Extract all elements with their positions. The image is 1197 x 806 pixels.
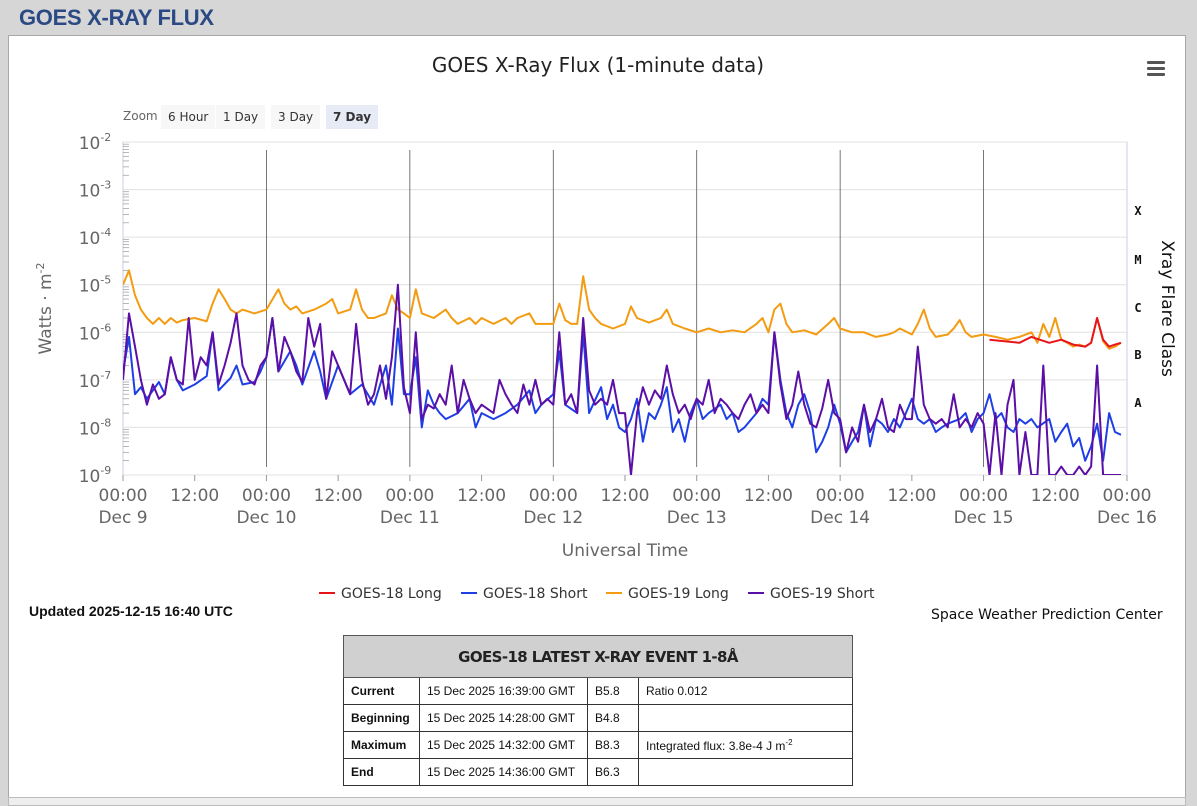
- right-axis-title: Xray Flare Class: [1157, 240, 1177, 377]
- row-time: 15 Dec 2025 14:36:00 GMT: [419, 758, 588, 786]
- table-row: Current 15 Dec 2025 16:39:00 GMT B5.8 Ra…: [343, 677, 853, 705]
- x-tick-label: 00:00: [1103, 486, 1152, 506]
- x-tick-label: 00:00: [385, 486, 434, 506]
- page-title: GOES X-RAY FLUX: [19, 5, 214, 30]
- x-tick-label: 00:00: [99, 486, 148, 506]
- chart-panel: GOES X-Ray Flux (1-minute data) Zoom 6 H…: [8, 35, 1186, 806]
- y-tick-label: 10-9: [79, 464, 112, 487]
- bottom-scrollbar[interactable]: [8, 797, 1186, 806]
- row-time: 15 Dec 2025 16:39:00 GMT: [419, 677, 588, 705]
- x-tick-date-label: Dec 14: [810, 508, 870, 528]
- y-tick-label: 10-5: [79, 274, 112, 297]
- x-tick-date-label: Dec 9: [98, 508, 147, 528]
- row-class: B5.8: [587, 677, 639, 705]
- series-line-goes-19-long: [123, 269, 1122, 350]
- x-tick-label: 12:00: [1031, 486, 1080, 506]
- row-class: B8.3: [587, 731, 639, 759]
- series-line-goes-18-short: [123, 317, 1122, 462]
- y-axis-title: Watts · m-2: [34, 262, 56, 354]
- y-tick-label: 10-7: [79, 369, 112, 392]
- latest-xray-event-table: GOES-18 LATEST X-RAY EVENT 1-8Å Current …: [343, 635, 853, 786]
- x-tick-label: 12:00: [744, 486, 793, 506]
- series-line-goes-19-short: [123, 283, 1121, 475]
- x-tick-date-label: Dec 12: [523, 508, 583, 528]
- credit-text: Space Weather Prediction Center: [931, 607, 1163, 623]
- x-tick-date-label: Dec 13: [667, 508, 727, 528]
- x-tick-label: 12:00: [601, 486, 650, 506]
- zoom-3-day-button[interactable]: 3 Day: [271, 105, 321, 129]
- flare-class-label: C: [1134, 301, 1141, 315]
- y-tick-label: 10-2: [79, 131, 112, 154]
- x-tick-label: 00:00: [959, 486, 1008, 506]
- table-row: Maximum 15 Dec 2025 14:32:00 GMT B8.3 In…: [343, 731, 853, 759]
- flare-class-label: B: [1134, 348, 1141, 362]
- table-row: End 15 Dec 2025 14:36:00 GMT B6.3: [343, 758, 853, 786]
- row-label: End: [343, 758, 420, 786]
- flare-class-label: M: [1134, 253, 1141, 267]
- zoom-7-day-button[interactable]: 7 Day: [326, 105, 379, 129]
- x-tick-label: 00:00: [816, 486, 865, 506]
- x-tick-date-label: Dec 11: [380, 508, 440, 528]
- x-tick-label: 12:00: [887, 486, 936, 506]
- table-row: Beginning 15 Dec 2025 14:28:00 GMT B4.8: [343, 704, 853, 732]
- y-tick-label: 10-3: [79, 179, 112, 202]
- row-extra: Ratio 0.012: [638, 677, 853, 705]
- hamburger-menu-icon[interactable]: [1147, 61, 1165, 77]
- x-tick-date-label: Dec 16: [1097, 508, 1157, 528]
- row-time: 15 Dec 2025 14:32:00 GMT: [419, 731, 588, 759]
- x-tick-label: 12:00: [170, 486, 219, 506]
- row-extra: [638, 758, 853, 786]
- row-extra: [638, 704, 853, 732]
- flare-class-label: X: [1134, 204, 1142, 218]
- x-tick-date-label: Dec 10: [236, 508, 296, 528]
- legend-item: GOES-19 Long: [628, 586, 729, 602]
- zoom-label: Zoom: [123, 109, 158, 123]
- legend-item: GOES-18 Long: [341, 586, 442, 602]
- xray-flux-chart[interactable]: 10-210-310-410-510-610-710-810-900:00Dec…: [9, 36, 1187, 616]
- row-label: Current: [343, 677, 420, 705]
- x-axis-title: Universal Time: [562, 541, 688, 561]
- plot-area: [122, 141, 1128, 476]
- x-tick-date-label: Dec 15: [954, 508, 1014, 528]
- y-tick-label: 10-4: [79, 226, 112, 249]
- x-tick-label: 12:00: [457, 486, 506, 506]
- row-extra: Integrated flux: 3.8e-4 J m-2: [638, 731, 853, 759]
- updated-timestamp: Updated 2025-12-15 16:40 UTC: [29, 603, 233, 619]
- series-line-goes-18-long: [989, 317, 1122, 348]
- row-time: 15 Dec 2025 14:28:00 GMT: [419, 704, 588, 732]
- row-label: Beginning: [343, 704, 420, 732]
- zoom-6-hour-button[interactable]: 6 Hour: [161, 105, 216, 129]
- x-tick-label: 00:00: [242, 486, 291, 506]
- legend-item: GOES-18 Short: [483, 586, 588, 602]
- x-tick-label: 12:00: [314, 486, 363, 506]
- event-table-heading: GOES-18 LATEST X-RAY EVENT 1-8Å: [343, 635, 853, 678]
- row-class: B6.3: [587, 758, 639, 786]
- row-class: B4.8: [587, 704, 639, 732]
- y-tick-label: 10-6: [79, 321, 112, 344]
- y-tick-label: 10-8: [79, 416, 112, 439]
- x-tick-label: 00:00: [529, 486, 578, 506]
- chart-title: GOES X-Ray Flux (1-minute data): [431, 53, 765, 77]
- row-label: Maximum: [343, 731, 420, 759]
- zoom-1-day-button[interactable]: 1 Day: [216, 105, 266, 129]
- x-tick-label: 00:00: [672, 486, 721, 506]
- legend-item: GOES-19 Short: [770, 586, 875, 602]
- flare-class-label: A: [1134, 396, 1142, 410]
